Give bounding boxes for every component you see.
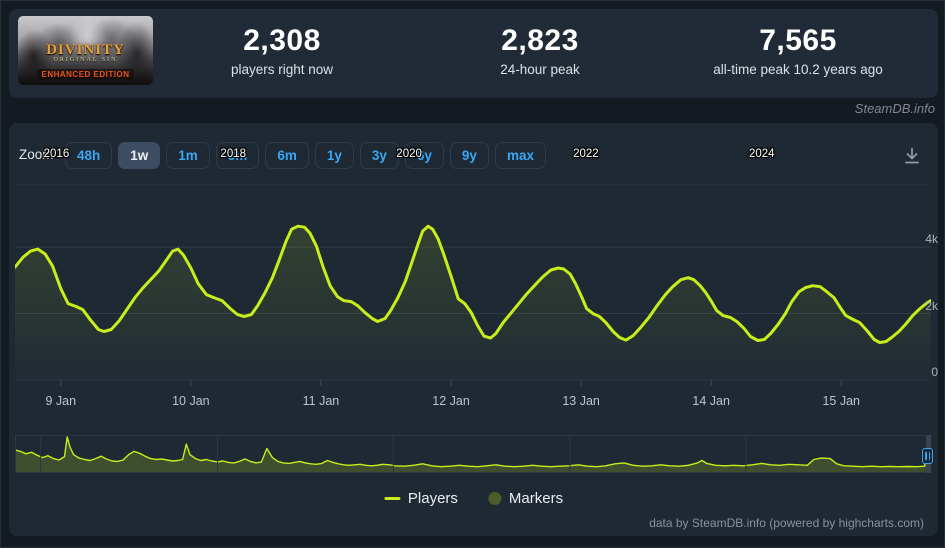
download-chart-icon[interactable] <box>902 146 922 166</box>
legend-item-markers[interactable]: Markers <box>487 490 564 507</box>
chart-panel: Zoom 48h 1w 1m 3m 6m 1y 3y 6y 9y max 0 2k 4k 9 Jan 1… <box>9 123 938 536</box>
zoom-button-group: 48h 1w 1m 3m 6m 1y 3y 6y 9y max <box>65 142 546 169</box>
x-axis-label: 9 Jan <box>45 394 77 408</box>
highcharts-credit: data by SteamDB.info (powered by highcha… <box>649 516 924 530</box>
legend-players-label: Players <box>407 490 458 507</box>
zoom-button-3m[interactable]: 3m <box>215 142 260 169</box>
current-players-label: players right now <box>230 62 334 77</box>
zoom-button-48h[interactable]: 48h <box>65 142 113 169</box>
stat-alltime-peak: 7,565 all-time peak 10.2 years ago <box>648 23 944 79</box>
navigator-year-label: 2018 <box>220 148 247 160</box>
navigator-year-label: 2022 <box>573 148 599 160</box>
x-axis-label: 10 Jan <box>172 394 210 408</box>
chart-legend: Players Markers <box>383 490 564 507</box>
y-axis-label: 2k <box>925 298 938 313</box>
zoom-button-6y[interactable]: 6y <box>404 142 444 169</box>
game-title-line3: Enhanced Edition <box>37 69 134 80</box>
zoom-button-6m[interactable]: 6m <box>265 142 309 169</box>
legend-item-players[interactable]: Players <box>383 490 458 507</box>
header-panel: Divinity Original Sin Enhanced Edition 2… <box>9 9 938 98</box>
y-axis-label: 4k <box>925 232 938 247</box>
zoom-button-1w[interactable]: 1w <box>118 142 161 169</box>
game-title-line2: Original Sin <box>53 57 118 63</box>
x-axis-label: 14 Jan <box>692 394 730 408</box>
zoom-button-max[interactable]: max <box>494 142 546 169</box>
alltime-peak-label: all-time peak 10.2 years ago <box>713 62 883 77</box>
current-players-value: 2,308 <box>243 24 321 57</box>
navigator-mini-chart <box>14 435 932 473</box>
players-chart-plot[interactable] <box>13 184 933 387</box>
x-axis-label: 11 Jan <box>302 394 340 408</box>
stat-24h-peak: 2,823 24-hour peak <box>390 23 690 79</box>
navigator-year-label: 2020 <box>396 148 422 160</box>
legend-markers-label: Markers <box>508 490 564 507</box>
zoom-button-9y[interactable]: 9y <box>449 142 489 169</box>
x-axis-label: 12 Jan <box>432 394 470 408</box>
game-capsule-image[interactable]: Divinity Original Sin Enhanced Edition <box>18 16 153 85</box>
x-axis-label: 13 Jan <box>562 394 600 408</box>
navigator-year-label: 2024 <box>748 148 775 160</box>
peak-24h-value: 2,823 <box>501 24 579 57</box>
steamdb-watermark: SteamDB.info <box>854 101 935 116</box>
game-title-line1: Divinity <box>46 42 125 58</box>
navigator-handle[interactable] <box>922 448 933 464</box>
markers-circle-marker-icon <box>487 492 501 505</box>
zoom-button-1m[interactable]: 1m <box>166 142 210 169</box>
peak-24h-label: 24-hour peak <box>500 62 580 77</box>
zoom-button-1y[interactable]: 1y <box>314 142 354 169</box>
navigator-chart[interactable] <box>14 435 932 473</box>
zoom-button-3y[interactable]: 3y <box>359 142 399 169</box>
x-axis-label: 15 Jan <box>822 394 860 408</box>
stat-current-players: 2,308 players right now <box>132 23 432 79</box>
players-line-marker-icon <box>383 497 400 500</box>
players-line-chart <box>13 184 933 386</box>
navigator-year-label: 2016 <box>43 148 70 160</box>
y-axis-label: 0 <box>931 365 938 379</box>
alltime-peak-value: 7,565 <box>759 24 837 57</box>
zoom-range-label: Zoom <box>19 147 54 162</box>
game-capsule-text: Divinity Original Sin Enhanced Edition <box>18 43 153 82</box>
